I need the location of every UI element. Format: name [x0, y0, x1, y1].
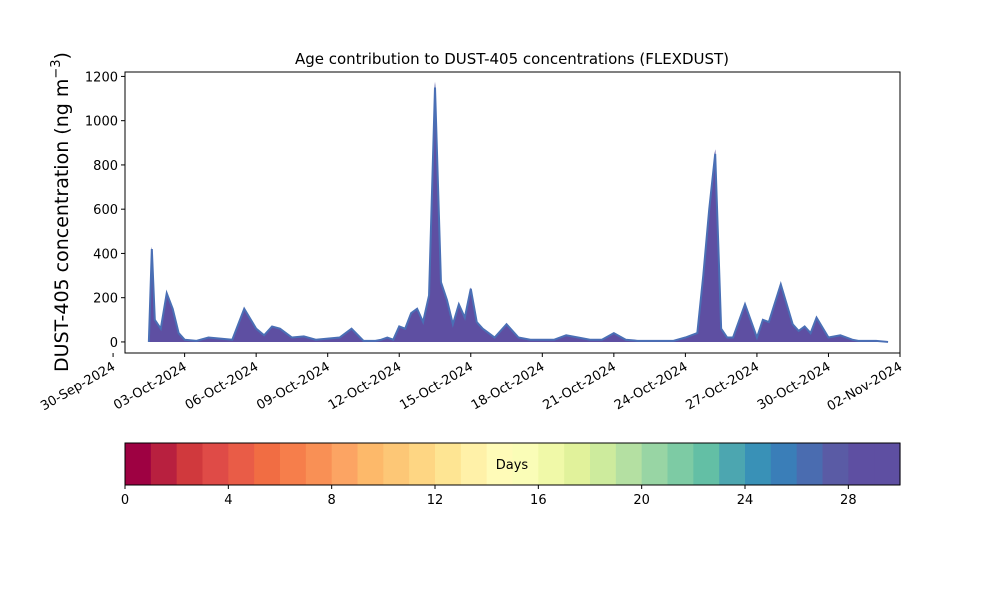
colorbar-label: Days — [496, 458, 529, 473]
colorbar-cell — [228, 443, 255, 485]
colorbar-cell — [150, 443, 178, 485]
x-tick-label: 12-Oct-2024 — [326, 359, 404, 413]
colorbar-cells — [125, 443, 901, 485]
colorbar-cell — [202, 443, 229, 485]
y-tick-label: 1200 — [85, 70, 118, 85]
colorbar-cell — [460, 443, 488, 485]
x-tick-label: 27-Oct-2024 — [684, 359, 762, 413]
y-tick-label: 600 — [93, 203, 118, 218]
x-tick-label: 02-Nov-2024 — [825, 359, 905, 414]
colorbar-cell — [641, 443, 669, 485]
y-axis: 0 200 400 600 800 1000 1200 — [85, 70, 125, 351]
plot-frame — [124, 71, 901, 354]
colorbar-cell — [331, 443, 359, 485]
colorbar-cell — [693, 443, 720, 485]
colorbar-cell — [667, 443, 694, 485]
x-tick-label: 24-Oct-2024 — [612, 359, 690, 413]
age-layer-29-30 — [148, 81, 889, 342]
colorbar-cell — [745, 443, 772, 485]
colorbar-cell — [305, 443, 333, 485]
colorbar: Days 0 4 8 12 16 20 24 28 — [121, 442, 901, 508]
colorbar-cell — [770, 443, 798, 485]
x-tick-label: 06-Oct-2024 — [183, 359, 261, 413]
colorbar-tick-label: 0 — [121, 493, 129, 508]
colorbar-tick-label: 24 — [737, 493, 754, 508]
colorbar-cell — [486, 443, 514, 485]
y-tick-label: 200 — [93, 292, 118, 307]
y-tick-label: 0 — [110, 336, 118, 351]
colorbar-cell — [176, 443, 204, 485]
colorbar-cell — [538, 443, 565, 485]
x-tick-label: 09-Oct-2024 — [254, 359, 332, 413]
colorbar-frame — [124, 442, 901, 486]
x-tick-label: 15-Oct-2024 — [397, 359, 475, 413]
colorbar-cell — [254, 443, 281, 485]
colorbar-cell — [615, 443, 643, 485]
y-axis-label: DUST-405 concentration (ng m−3) — [49, 52, 73, 372]
plot-area — [124, 71, 901, 354]
colorbar-cell — [409, 443, 436, 485]
colorbar-cell — [822, 443, 849, 485]
x-tick-label: 21-Oct-2024 — [540, 359, 618, 413]
colorbar-tick-label: 12 — [427, 493, 444, 508]
colorbar-cell — [512, 443, 539, 485]
colorbar-cell — [874, 443, 901, 485]
chart-title: Age contribution to DUST-405 concentrati… — [295, 50, 729, 68]
colorbar-tick-label: 20 — [633, 493, 650, 508]
colorbar-tick-label: 28 — [840, 493, 857, 508]
total-series-line — [147, 87, 889, 343]
colorbar-cell — [280, 443, 307, 485]
x-tick-label: 18-Oct-2024 — [469, 359, 547, 413]
colorbar-tick-label: 4 — [224, 493, 232, 508]
colorbar-cell — [383, 443, 410, 485]
y-axis-label-close: ) — [51, 52, 73, 59]
x-axis: 30-Sep-202403-Oct-202406-Oct-202409-Oct-… — [38, 353, 905, 414]
x-tick-label: 03-Oct-2024 — [111, 359, 189, 413]
colorbar-tick-label: 8 — [328, 493, 336, 508]
x-tick-label: 30-Oct-2024 — [755, 359, 833, 413]
colorbar-cell — [719, 443, 746, 485]
colorbar-cell — [357, 443, 384, 485]
area-layers — [148, 81, 889, 342]
colorbar-cell — [435, 443, 462, 485]
colorbar-cell — [796, 443, 824, 485]
colorbar-cell — [590, 443, 617, 485]
colorbar-ticks: 0 4 8 12 16 20 24 28 — [121, 485, 857, 508]
y-axis-label-unit: −3 — [49, 59, 64, 78]
colorbar-cell — [564, 443, 591, 485]
y-axis-label-main: DUST-405 concentration (ng m — [51, 79, 73, 372]
colorbar-cell — [848, 443, 875, 485]
y-tick-label: 1000 — [85, 115, 118, 130]
colorbar-cell — [125, 443, 152, 485]
y-tick-label: 400 — [93, 247, 118, 262]
y-tick-label: 800 — [93, 159, 118, 174]
colorbar-tick-label: 16 — [530, 493, 547, 508]
